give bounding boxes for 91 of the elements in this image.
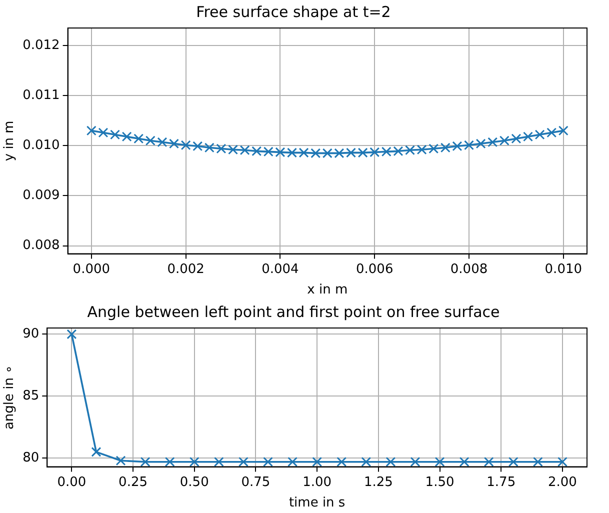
y-axis-title: angle in ∘ bbox=[2, 365, 18, 430]
point bbox=[434, 456, 445, 467]
point bbox=[499, 136, 510, 146]
point bbox=[393, 146, 404, 156]
y-tick-label: 85 bbox=[22, 388, 40, 404]
point bbox=[228, 144, 238, 155]
point bbox=[381, 146, 392, 157]
point bbox=[558, 126, 568, 136]
point bbox=[288, 456, 298, 467]
point bbox=[534, 130, 545, 140]
point bbox=[476, 138, 486, 149]
point bbox=[116, 456, 126, 466]
point bbox=[312, 456, 322, 467]
point bbox=[298, 148, 309, 158]
point bbox=[405, 145, 415, 156]
x-axis-title: time in s bbox=[288, 496, 346, 511]
point bbox=[416, 144, 427, 155]
point bbox=[523, 132, 533, 142]
x-tick-label: 0.010 bbox=[544, 262, 582, 277]
chart-title: Angle between left point and first point on free surface bbox=[87, 302, 500, 321]
x-tick-label: 0.004 bbox=[262, 262, 299, 277]
point bbox=[216, 144, 226, 154]
x-tick-label: 1.25 bbox=[364, 474, 393, 490]
x-axis-title: x in m bbox=[307, 282, 348, 298]
y-tick-label: 90 bbox=[22, 326, 40, 342]
point bbox=[110, 130, 120, 140]
point bbox=[86, 126, 96, 136]
point bbox=[511, 134, 522, 144]
point bbox=[386, 456, 396, 467]
x-tick-label: 1.50 bbox=[425, 474, 454, 490]
point bbox=[488, 137, 498, 148]
point bbox=[238, 456, 248, 467]
point bbox=[336, 456, 347, 467]
y-tick-label: 0.009 bbox=[22, 188, 60, 204]
point bbox=[275, 147, 286, 158]
point bbox=[361, 456, 372, 467]
point bbox=[459, 456, 470, 467]
point bbox=[252, 146, 262, 156]
point bbox=[546, 128, 557, 138]
x-tick-label: 0.006 bbox=[356, 262, 394, 277]
x-tick-label: 2.00 bbox=[548, 474, 577, 490]
point bbox=[140, 456, 150, 467]
point bbox=[508, 456, 518, 467]
point bbox=[169, 138, 180, 149]
point bbox=[263, 146, 274, 157]
point bbox=[214, 456, 224, 467]
point bbox=[346, 148, 356, 158]
x-tick-label: 0.50 bbox=[180, 474, 209, 490]
point bbox=[310, 148, 321, 158]
point bbox=[240, 145, 250, 156]
x-tick-label: 0.75 bbox=[241, 474, 270, 490]
point bbox=[557, 456, 568, 467]
y-tick-label: 0.010 bbox=[22, 138, 60, 154]
point bbox=[122, 132, 132, 142]
point bbox=[287, 148, 297, 158]
point bbox=[204, 142, 214, 153]
point bbox=[91, 446, 102, 457]
x-tick-label: 0.25 bbox=[118, 474, 148, 490]
point bbox=[452, 141, 462, 152]
y-axis-title: y in m bbox=[2, 120, 18, 162]
point bbox=[410, 456, 420, 467]
x-tick-label: 0.00 bbox=[57, 474, 86, 490]
point bbox=[134, 134, 144, 144]
y-tick-label: 0.012 bbox=[22, 38, 60, 53]
point bbox=[145, 136, 156, 146]
point bbox=[370, 147, 380, 158]
x-tick-label: 1.75 bbox=[486, 474, 516, 490]
point bbox=[180, 140, 191, 150]
x-tick-label: 0.000 bbox=[72, 262, 110, 277]
point bbox=[428, 144, 439, 154]
x-tick-label: 1.00 bbox=[302, 474, 332, 490]
point bbox=[532, 456, 543, 467]
point bbox=[66, 329, 77, 340]
y-tick-label: 0.011 bbox=[22, 88, 60, 103]
point bbox=[464, 140, 474, 150]
y-tick-label: 0.008 bbox=[22, 238, 60, 254]
x-tick-label: 0.002 bbox=[167, 262, 204, 277]
x-tick-label: 0.008 bbox=[450, 262, 488, 277]
point bbox=[98, 128, 108, 138]
point bbox=[334, 148, 344, 158]
point bbox=[157, 137, 168, 148]
point bbox=[358, 148, 368, 158]
point bbox=[192, 141, 203, 152]
point bbox=[484, 456, 494, 467]
point bbox=[164, 456, 175, 467]
y-tick-label: 80 bbox=[22, 450, 40, 466]
point bbox=[440, 142, 450, 153]
point bbox=[322, 148, 332, 158]
point bbox=[263, 456, 273, 467]
point bbox=[189, 456, 200, 467]
chart-title: Free surface shape at t=2 bbox=[196, 2, 391, 21]
